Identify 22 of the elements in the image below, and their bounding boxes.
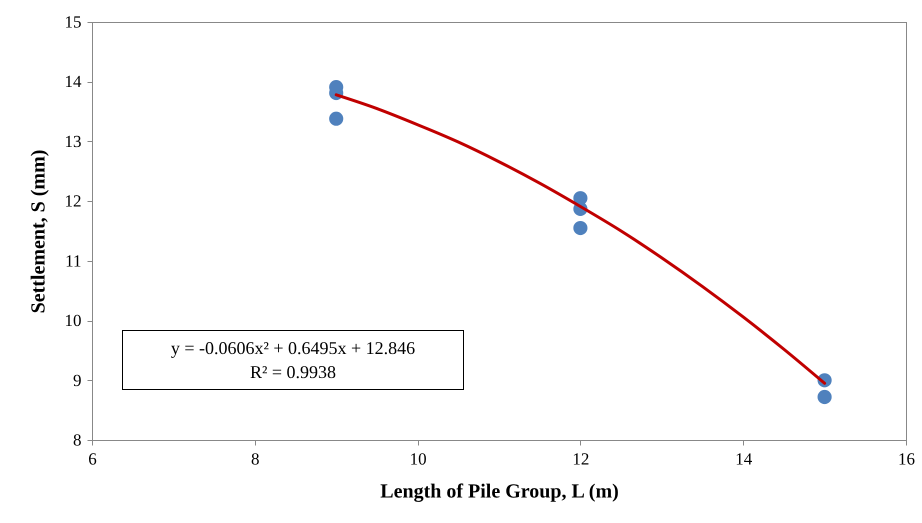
y-tick-label: 9 [73,370,82,390]
annotation: y = -0.0606x² + 0.6495x + 12.846 [170,337,416,360]
y-tick-label: 12 [64,192,82,211]
y-tick-label: 13 [64,132,82,151]
y-tick-label: 8 [73,430,82,450]
point [329,112,344,126]
y-tick-label: 14 [64,72,82,92]
point [573,220,588,236]
point [818,390,832,404]
equation-box: y = -0.0606x² + 0.6495x + 12.846 R² = 0.9938 [122,330,464,390]
x-tick-label: 16 [898,450,915,468]
x-tick-label: 8 [251,450,260,468]
x-tick-label: 6 [88,450,97,468]
x-tick-label: 10 [410,450,427,468]
y-tick-label: 10 [64,311,82,330]
annotation: R² = 0.9938 [248,361,338,384]
y-axis-title: Settlement, S (mm) [28,150,50,314]
x-tick-label: 14 [735,450,753,468]
y-tick-label: 11 [65,251,82,270]
x-tick-label: 12 [572,450,590,468]
y-tick-label: 15 [64,12,82,32]
x-axis-title: Length of Pile Group, L (m) [380,480,619,502]
